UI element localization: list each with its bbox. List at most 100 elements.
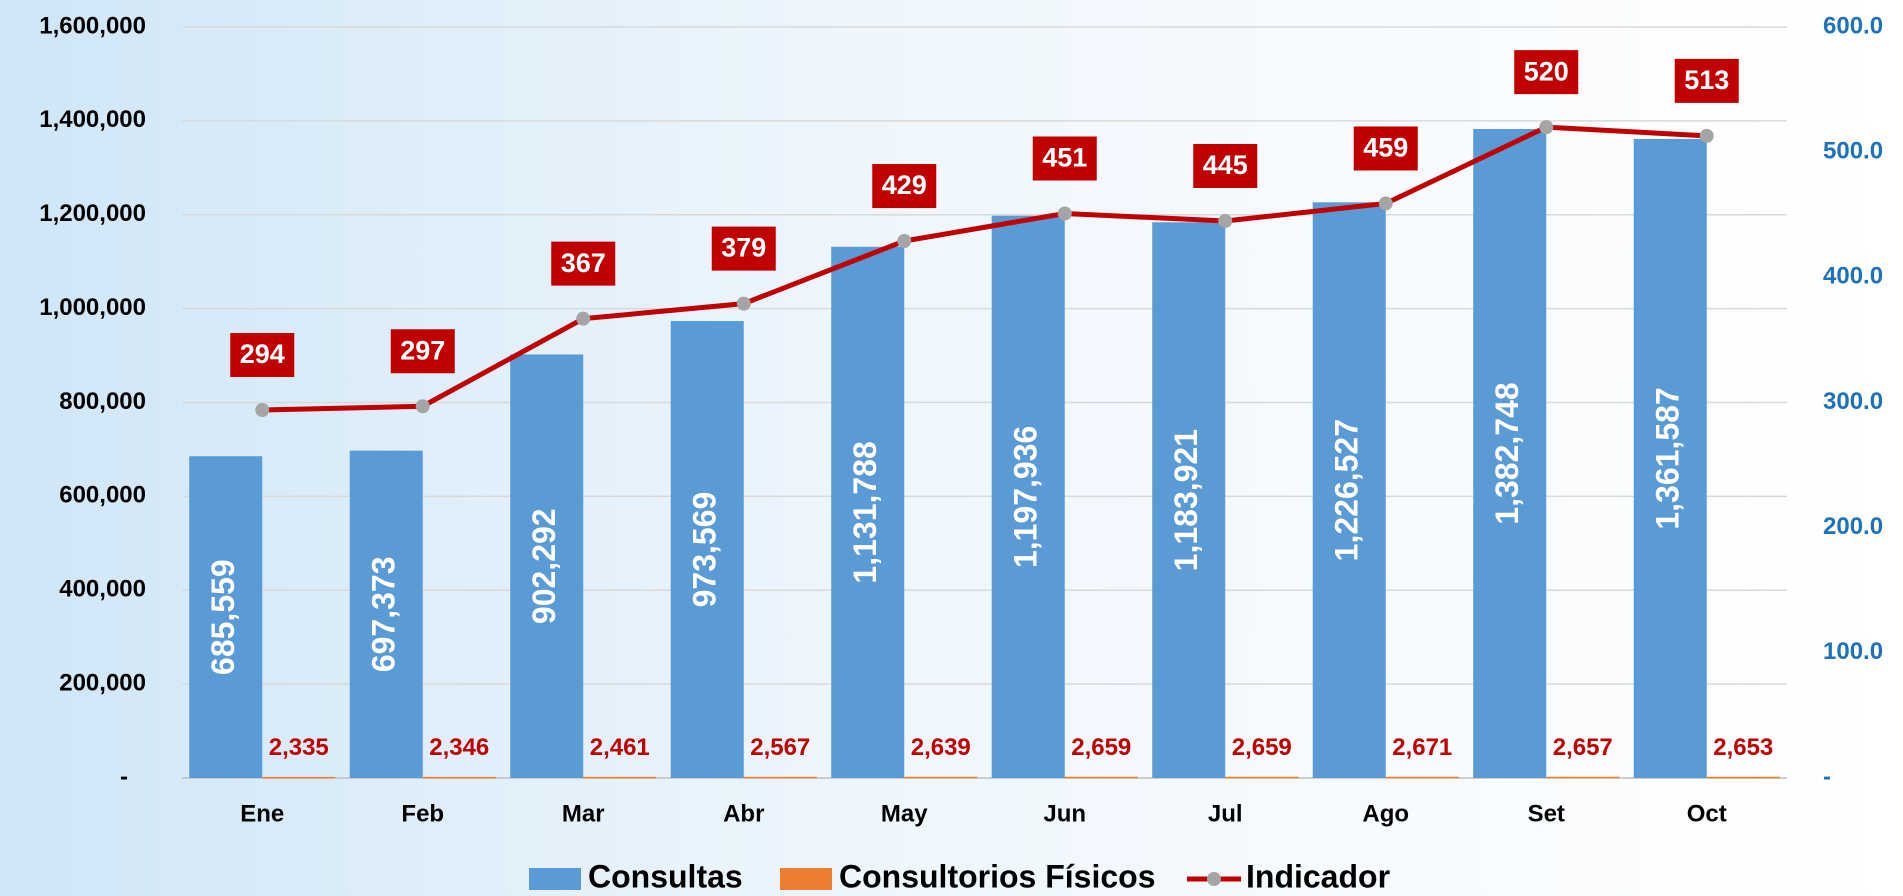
line-value-label: 513	[1684, 65, 1729, 95]
x-tick-label: Oct	[1687, 800, 1727, 827]
legend-label: Consultas	[588, 858, 743, 894]
value-label-box	[1193, 144, 1258, 189]
y-tick-label: 800,000	[59, 388, 146, 415]
bar	[510, 354, 584, 778]
bar	[349, 450, 423, 778]
y2-tick-label: 600.0	[1823, 12, 1883, 39]
y2-tick-label: 200.0	[1823, 513, 1883, 540]
bar-value-label: 2,653	[1713, 734, 1773, 761]
bar	[1473, 128, 1547, 778]
line-value-label: 459	[1363, 133, 1408, 163]
bar-value-label: 1,131,788	[847, 441, 883, 583]
x-tick-label: Jun	[1043, 800, 1086, 827]
value-label-box	[711, 226, 776, 271]
x-tick-label: Feb	[401, 800, 444, 827]
line-marker	[1539, 120, 1554, 135]
bar-value-label: 902,292	[526, 508, 562, 624]
y-tick-label: 1,200,000	[39, 200, 146, 227]
bar	[831, 246, 905, 778]
y-tick-label: 1,000,000	[39, 294, 146, 321]
bar	[422, 776, 496, 779]
bar	[670, 321, 744, 778]
line-marker	[1218, 214, 1233, 229]
bar-value-label: 685,559	[205, 559, 241, 675]
bar-value-label: 2,659	[1071, 734, 1131, 761]
line-marker	[415, 399, 430, 414]
x-tick-label: Ene	[240, 800, 284, 827]
bar	[1225, 776, 1299, 779]
bar-value-label: 2,567	[750, 734, 810, 761]
x-tick-label: Set	[1528, 800, 1565, 827]
bar-value-label: 2,657	[1553, 734, 1613, 761]
bar	[189, 456, 263, 778]
line-marker	[255, 403, 270, 418]
x-tick-label: May	[881, 800, 928, 827]
bar-value-label: 2,335	[269, 734, 329, 761]
y-tick-label: 400,000	[59, 576, 146, 603]
y-tick-label: 600,000	[59, 482, 146, 509]
bar	[1706, 776, 1780, 779]
value-label-box	[551, 241, 616, 286]
line-marker	[576, 311, 591, 326]
line-value-label: 297	[400, 335, 445, 365]
y-tick-label: 1,600,000	[39, 12, 146, 39]
bar	[1064, 776, 1138, 779]
bar-value-label: 973,569	[687, 492, 723, 608]
value-label-box	[1353, 126, 1418, 171]
x-tick-label: Jul	[1208, 800, 1243, 827]
bar-value-label: 2,659	[1232, 734, 1292, 761]
y2-tick-label: -	[1823, 763, 1831, 790]
line-value-label: 451	[1042, 143, 1087, 173]
value-label-box	[872, 164, 937, 209]
y2-tick-label: 500.0	[1823, 138, 1883, 165]
value-label-box	[230, 333, 295, 378]
value-label-box	[1032, 136, 1097, 181]
bar	[1312, 202, 1386, 778]
line-marker	[736, 296, 751, 311]
bar	[1152, 222, 1226, 779]
line-marker	[897, 234, 912, 249]
x-tick-label: Mar	[562, 800, 605, 827]
y2-tick-label: 400.0	[1823, 263, 1883, 290]
bar-value-label: 1,226,527	[1329, 419, 1365, 561]
bar	[583, 776, 657, 779]
bar	[991, 215, 1065, 778]
legend-swatch	[529, 868, 581, 890]
line-value-label: 294	[240, 339, 285, 369]
legend-label: Consultorios Físicos	[839, 858, 1155, 894]
bar-value-label: 697,373	[366, 556, 402, 672]
bar	[1546, 776, 1620, 779]
legend-swatch	[1207, 872, 1221, 886]
bar-value-label: 2,671	[1392, 734, 1452, 761]
value-label-box	[390, 329, 455, 374]
bar	[743, 776, 817, 779]
line-marker	[1057, 206, 1072, 221]
bar-value-label: 1,361,587	[1650, 387, 1686, 529]
bar-value-label: 1,382,748	[1489, 382, 1525, 524]
line-value-label: 367	[561, 248, 606, 278]
bar-value-label: 1,183,921	[1168, 429, 1204, 571]
bar	[1633, 138, 1707, 779]
line-value-label: 429	[882, 170, 927, 200]
x-tick-label: Ago	[1362, 800, 1409, 827]
y-tick-label: -	[120, 763, 128, 790]
bar-value-label: 2,461	[590, 734, 650, 761]
legend-label: Indicador	[1246, 858, 1390, 894]
y2-tick-label: 300.0	[1823, 388, 1883, 415]
line-marker	[1378, 196, 1393, 211]
bar	[1385, 776, 1459, 779]
bar-value-label: 1,197,936	[1008, 426, 1044, 568]
value-label-box	[1514, 50, 1579, 95]
value-label-box	[1674, 58, 1739, 103]
bar-value-label: 2,639	[911, 734, 971, 761]
x-tick-label: Abr	[723, 800, 764, 827]
legend-swatch	[780, 868, 832, 890]
line-value-label: 520	[1524, 56, 1569, 86]
line	[262, 124, 1707, 413]
y-tick-label: 200,000	[59, 669, 146, 696]
y2-tick-label: 100.0	[1823, 638, 1883, 665]
y-tick-label: 1,400,000	[39, 106, 146, 133]
line-value-label: 445	[1203, 150, 1248, 180]
bar	[262, 776, 336, 779]
